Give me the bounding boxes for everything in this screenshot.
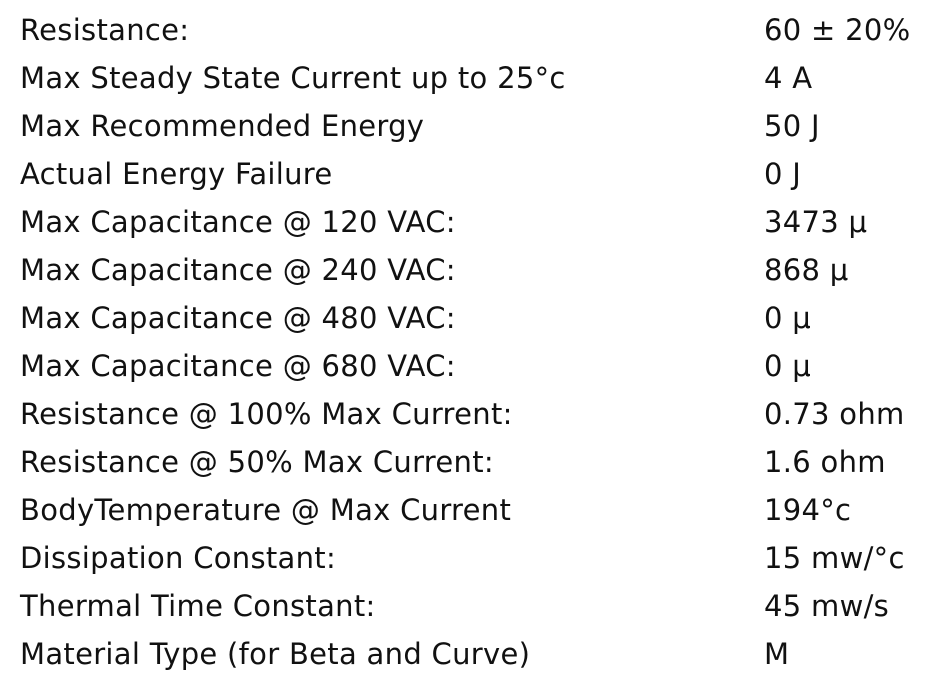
- spec-label: Max Capacitance @ 240 VAC:: [20, 253, 456, 287]
- spec-label: Max Capacitance @ 480 VAC:: [20, 301, 456, 335]
- spec-label: Max Capacitance @ 120 VAC:: [20, 205, 456, 239]
- spec-label: Material Type (for Beta and Curve): [20, 637, 531, 671]
- spec-label: Resistance @ 100% Max Current:: [20, 397, 513, 431]
- spec-label: Max Recommended Energy: [20, 109, 425, 143]
- spec-value: M: [764, 637, 790, 671]
- spec-value: 60 ± 20%: [764, 13, 911, 47]
- spec-value: 4 A: [764, 61, 813, 95]
- spec-value: 50 J: [764, 109, 820, 143]
- spec-label: Max Capacitance @ 680 VAC:: [20, 349, 456, 383]
- spec-label: Thermal Time Constant:: [20, 589, 376, 623]
- spec-value: 0 μ: [764, 301, 812, 335]
- spec-value: 45 mw/s: [764, 589, 890, 623]
- spec-value: 15 mw/°c: [764, 541, 905, 575]
- spec-label: Resistance:: [20, 13, 190, 47]
- spec-label: Resistance @ 50% Max Current:: [20, 445, 494, 479]
- spec-value: 3473 μ: [764, 205, 868, 239]
- spec-value: 0 J: [764, 157, 802, 191]
- spec-value: 0 μ: [764, 349, 812, 383]
- spec-label: Max Steady State Current up to 25°c: [20, 61, 566, 95]
- spec-value: 0.73 ohm: [764, 397, 905, 431]
- spec-value: 194°c: [764, 493, 852, 527]
- spec-value: 1.6 ohm: [764, 445, 886, 479]
- spec-label: Dissipation Constant:: [20, 541, 337, 575]
- spec-label: BodyTemperature @ Max Current: [20, 493, 512, 527]
- spec-label: Actual Energy Failure: [20, 157, 333, 191]
- spec-value: 868 μ: [764, 253, 849, 287]
